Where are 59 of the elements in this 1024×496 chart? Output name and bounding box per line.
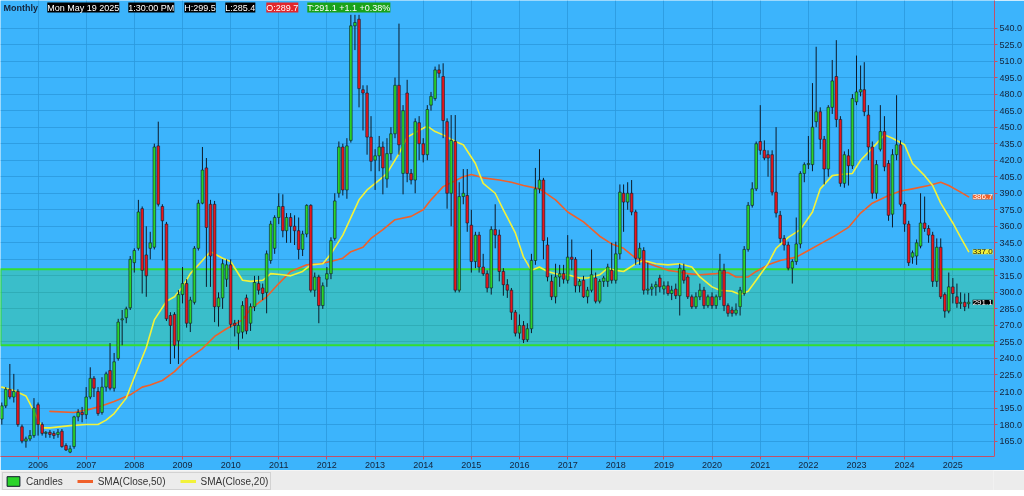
y-tick-label: 495.0 xyxy=(999,72,1023,83)
y-tick-label: 525.0 xyxy=(999,39,1023,50)
x-tick-label: 2013 xyxy=(365,459,386,470)
x-tick-label: 2017 xyxy=(557,459,578,470)
y-tick-label: 165.0 xyxy=(999,436,1023,447)
x-tick-label: 2016 xyxy=(509,459,530,470)
y-tick-label: 435.0 xyxy=(999,138,1023,149)
y-tick-label: 510.0 xyxy=(999,56,1023,67)
annotation: H:299.5 xyxy=(184,2,216,13)
data-label: 386.7 xyxy=(972,192,994,202)
x-tick-label: 2023 xyxy=(846,459,867,470)
x-tick-label: 2025 xyxy=(942,459,963,470)
y-tick-label: 420.0 xyxy=(999,155,1023,166)
x-tick-label: 2022 xyxy=(798,459,819,470)
annotation: T:291.1 +1.1 +0.38% xyxy=(307,2,391,13)
y-tick-label: 450.0 xyxy=(999,122,1023,133)
x-tick-label: 2006 xyxy=(28,459,49,470)
x-tick-label: 2018 xyxy=(605,459,626,470)
x-tick-label: 2021 xyxy=(750,459,771,470)
y-tick-label: 405.0 xyxy=(999,171,1023,182)
y-tick-label: 540.0 xyxy=(999,23,1023,34)
annotation: O:289.7 xyxy=(266,2,299,13)
x-tick-label: 2011 xyxy=(269,459,289,470)
legend-label: SMA(Close,50) xyxy=(97,475,166,487)
y-tick-label: 315.0 xyxy=(999,270,1023,281)
y-tick-label: 360.0 xyxy=(999,221,1023,232)
x-tick-label: 2014 xyxy=(413,459,434,470)
legend-label: SMA(Close,20) xyxy=(200,475,269,487)
y-tick-label: 270.0 xyxy=(999,320,1023,331)
x-tick-label: 2019 xyxy=(653,459,674,470)
legend-label: Candles xyxy=(26,475,63,487)
y-tick-label: 180.0 xyxy=(999,419,1023,430)
x-tick-label: 2024 xyxy=(894,459,915,470)
y-tick-label: 345.0 xyxy=(999,237,1023,248)
x-tick-label: 2020 xyxy=(702,459,723,470)
annotation: 1:30:00 PM xyxy=(128,2,175,13)
y-tick-label: 225.0 xyxy=(999,369,1023,380)
x-tick-label: 2008 xyxy=(124,459,145,470)
y-tick-label: 465.0 xyxy=(999,105,1023,116)
y-tick-label: 375.0 xyxy=(999,204,1023,215)
chart-title: Monthly xyxy=(3,2,38,13)
y-tick-label: 390.0 xyxy=(999,188,1023,199)
annotation: 291.1 xyxy=(972,297,994,307)
y-tick-label: 255.0 xyxy=(999,336,1023,347)
x-tick-label: 2010 xyxy=(220,459,241,470)
data-label: 337.0 xyxy=(972,247,994,257)
annotation: Mon May 19 2025 xyxy=(47,2,120,13)
y-tick-label: 195.0 xyxy=(999,403,1023,414)
x-tick-label: 2012 xyxy=(316,459,337,470)
y-tick-label: 330.0 xyxy=(999,254,1023,265)
x-tick-label: 2015 xyxy=(461,459,482,470)
y-tick-label: 285.0 xyxy=(999,303,1023,314)
annotation: L:285.4 xyxy=(225,2,256,13)
x-tick-label: 2007 xyxy=(76,459,97,470)
y-tick-label: 240.0 xyxy=(999,353,1023,364)
y-tick-label: 480.0 xyxy=(999,89,1023,100)
y-tick-label: 300.0 xyxy=(999,287,1023,298)
y-tick-label: 210.0 xyxy=(999,386,1023,397)
x-tick-label: 2009 xyxy=(172,459,193,470)
